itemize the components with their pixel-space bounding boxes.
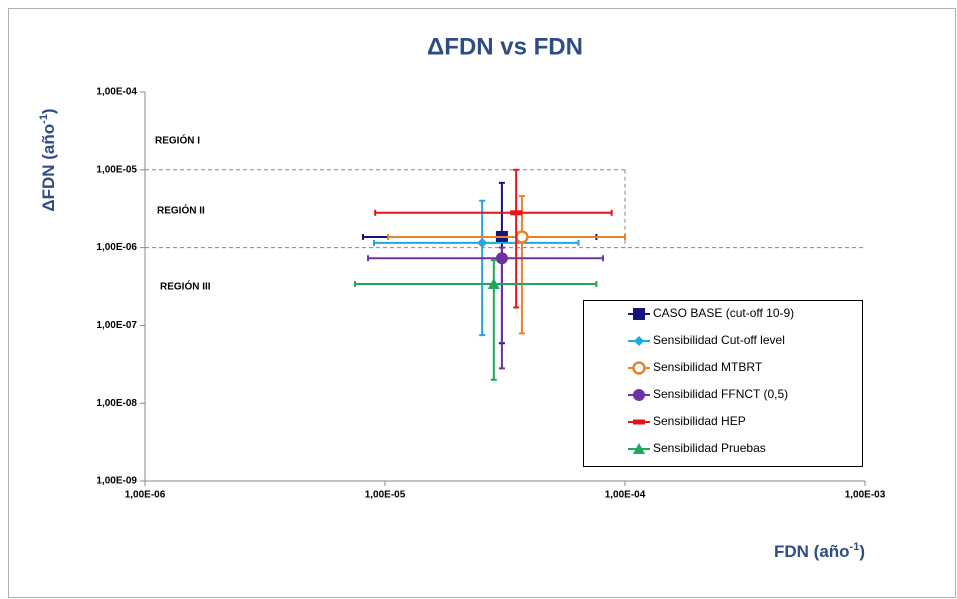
y-tick-label: 1,00E-09 — [96, 476, 137, 487]
marker — [633, 389, 645, 401]
legend-label: Sensibilidad Pruebas — [653, 441, 766, 455]
y-tick-label: 1,00E-04 — [96, 87, 137, 98]
series — [354, 259, 598, 381]
y-tick-label: 1,00E-06 — [96, 242, 137, 253]
x-tick-label: 1,00E-05 — [365, 490, 406, 501]
x-tick-label: 1,00E-06 — [125, 490, 166, 501]
series — [367, 246, 605, 370]
legend-label: CASO BASE (cut-off 10-9) — [653, 306, 794, 320]
region-label: REGIÓN III — [160, 280, 211, 293]
legend-label: Sensibilidad Cut-off level — [653, 333, 785, 347]
legend-label: Sensibilidad MTBRT — [653, 360, 763, 374]
series — [373, 199, 580, 337]
marker — [495, 252, 508, 265]
marker — [632, 361, 646, 375]
region-label: REGIÓN II — [157, 204, 205, 217]
marker — [515, 230, 529, 244]
chart-title: ΔFDN vs FDN — [427, 33, 583, 60]
x-tick-label: 1,00E-03 — [845, 490, 886, 501]
legend-box — [583, 300, 863, 467]
marker — [633, 419, 645, 425]
marker — [510, 210, 523, 216]
y-tick-label: 1,00E-08 — [96, 398, 137, 409]
series — [362, 181, 598, 345]
y-axis-label: ΔFDN (año-1) — [38, 108, 59, 211]
y-tick-label: 1,00E-05 — [96, 164, 137, 175]
legend: CASO BASE (cut-off 10-9) Sensibilidad Cut… — [583, 300, 863, 467]
legend-label: Sensibilidad FFNCT (0,5) — [653, 387, 788, 401]
legend-label: Sensibilidad HEP — [653, 414, 746, 428]
marker — [633, 443, 645, 454]
chart-frame — [8, 8, 956, 598]
marker — [477, 237, 488, 248]
marker — [487, 278, 500, 290]
x-axis-label: FDN (año-1) — [774, 541, 865, 562]
series — [387, 195, 626, 335]
y-tick-label: 1,00E-07 — [96, 320, 137, 331]
x-tick-label: 1,00E-04 — [605, 490, 646, 501]
marker — [633, 308, 645, 320]
region-label: REGIÓN I — [155, 134, 200, 147]
marker — [634, 336, 644, 346]
